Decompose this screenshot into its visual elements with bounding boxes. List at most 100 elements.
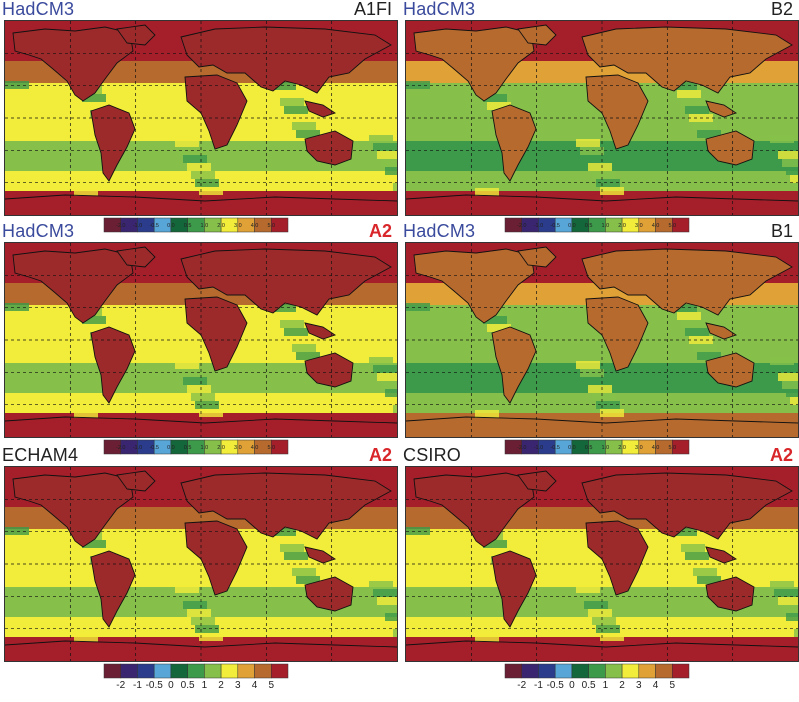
ocean-cell [693, 344, 717, 352]
ocean-cell [369, 357, 393, 365]
ocean-cell [782, 605, 798, 613]
colorbar-tick-label: -1.0 [133, 223, 142, 229]
colorbar-legend: -2 -1 -0.5 0 0.5 1 2 3 4 5 [504, 663, 690, 691]
ocean-cell [790, 175, 798, 183]
ocean-cell [74, 634, 98, 642]
ocean-cell [406, 81, 430, 89]
colorbar-tick-label: 4.0 [652, 223, 660, 229]
ocean-cell [592, 393, 616, 401]
ocean-cell [685, 106, 709, 114]
ocean-cell [576, 585, 600, 593]
colorbar-tick-label: 0.5 [582, 680, 596, 691]
map-canvas [406, 21, 798, 215]
ocean-cell [393, 405, 397, 413]
colorbar-tick-label: 3.0 [635, 223, 643, 229]
colorbar-swatch [271, 439, 289, 455]
map-panel-csiro-a2: CSIRO A2 -2 -1 -0.5 0 0.5 1 2 3 4 5 [401, 445, 799, 691]
colorbar-tick-label: 3.0 [234, 445, 242, 451]
antarctic-coastline [406, 640, 798, 648]
colorbar-tick-label: -1.0 [133, 445, 142, 451]
continent-outline [491, 550, 537, 628]
antarctic-coastline [5, 416, 397, 424]
ocean-cell [385, 167, 397, 175]
colorbar-legend: -2.0 -1.0 -0.5 0.0 0.5 1.0 2.0 3.0 4.0 5.0 [103, 439, 289, 455]
ocean-cell [596, 625, 620, 633]
colorbar-swatch [504, 663, 522, 679]
ocean-cell [584, 377, 608, 385]
continent-outline [705, 576, 755, 612]
ocean-cell [373, 365, 397, 373]
continent-outline [491, 104, 537, 182]
model-label: HadCM3 [2, 221, 75, 241]
continent-outline [705, 352, 755, 388]
ocean-cell [199, 409, 223, 417]
ocean-cell [377, 597, 397, 605]
ocean-cell [86, 102, 110, 110]
ocean-cell [782, 159, 798, 167]
colorbar-swatch [588, 663, 606, 679]
colorbar-tick-label: 0.0 [167, 445, 175, 451]
ocean-cell [389, 397, 397, 405]
ocean-cell [389, 175, 397, 183]
ocean-cell [685, 328, 709, 336]
colorbar-tick-label: 2.0 [217, 445, 225, 451]
colorbar-swatch [170, 663, 188, 679]
scenario-label: A1FI [353, 0, 392, 19]
ocean-cell [175, 361, 199, 369]
ocean-cell [82, 540, 106, 548]
ocean-cell [195, 625, 219, 633]
temperature-change-map [405, 20, 799, 216]
ocean-cell [770, 357, 794, 365]
continent-outline [12, 26, 134, 102]
continent-outline [413, 26, 535, 102]
colorbar-tick-label: 1 [603, 680, 609, 691]
colorbar-swatch [271, 217, 289, 233]
ocean-cell [187, 163, 211, 171]
ocean-cell [82, 94, 106, 102]
continent-outline [90, 104, 136, 182]
continent-outline [585, 520, 649, 596]
ocean-cell [681, 320, 705, 328]
ocean-cell [381, 605, 397, 613]
ocean-cell [381, 381, 397, 389]
ocean-cell [276, 90, 300, 98]
continent-outline [581, 26, 793, 94]
colorbar-tick-label: 0.5 [181, 680, 195, 691]
ocean-cell [584, 601, 608, 609]
colorbar-tick-label: -1 [534, 680, 543, 691]
colorbar-legend: -2.0 -1.0 -0.5 0.0 0.5 1.0 2.0 3.0 4.0 5.0 [504, 439, 690, 455]
ocean-cell [600, 409, 624, 417]
continent-outline [90, 326, 136, 404]
ocean-cell [483, 94, 507, 102]
continent-outline [705, 130, 755, 166]
model-label: HadCM3 [403, 221, 476, 241]
ocean-cell [483, 540, 507, 548]
ocean-cell [179, 593, 203, 601]
colorbar-swatch [621, 663, 640, 679]
colorbar-tick-label: 4 [653, 680, 659, 691]
colorbar-swatch [655, 663, 673, 679]
continent-outline [304, 322, 337, 340]
colorbar-tick-label: 0.5 [184, 223, 192, 229]
continent-outline [581, 248, 793, 316]
colorbar-legend: -2 -1 -0.5 0 0.5 1 2 3 4 5 [103, 663, 289, 691]
colorbar-swatch [120, 663, 138, 679]
colorbar-tick-label: 0 [569, 680, 575, 691]
ocean-cell [292, 568, 316, 576]
colorbar-tick-label: 1.0 [602, 223, 610, 229]
ocean-cell [794, 405, 798, 413]
ocean-cell [600, 187, 624, 195]
continent-outline [184, 520, 248, 596]
colorbar-svg: -2.0 -1.0 -0.5 0.0 0.5 1.0 2.0 3.0 4.0 5.0 [103, 217, 289, 233]
scenario-label: B1 [770, 221, 793, 241]
ocean-cell [191, 393, 215, 401]
colorbar-tick-label: -2.0 [517, 445, 526, 451]
colorbar-tick-label: 0 [168, 680, 174, 691]
colorbar-tick-label: -2.0 [116, 445, 125, 451]
continent-outline [705, 100, 738, 118]
map-panel-echam4-a2: ECHAM4 A2 -2 -1 -0.5 0 0.5 1 2 3 4 5 [0, 445, 398, 691]
temperature-change-map [4, 242, 398, 438]
continent-outline [304, 100, 337, 118]
continent-outline [491, 326, 537, 404]
continent-outline [180, 26, 392, 94]
